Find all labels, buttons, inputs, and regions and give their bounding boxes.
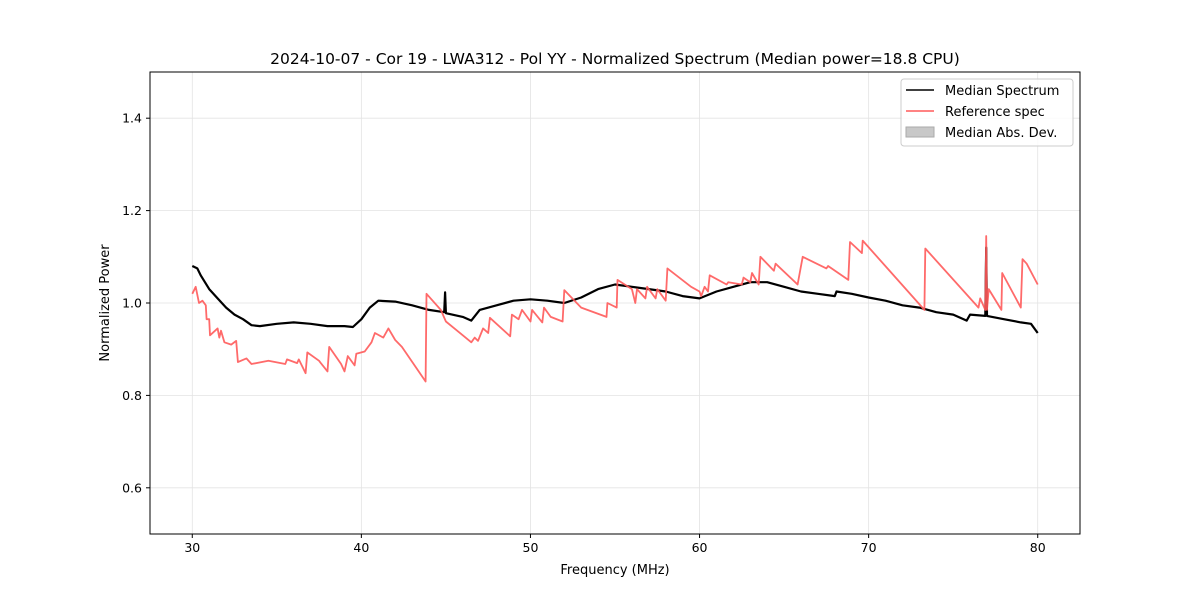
y-tick-label: 0.8 [122, 388, 142, 403]
y-tick-label: 1.2 [122, 203, 142, 218]
x-tick-label: 50 [523, 540, 539, 555]
x-axis-label: Frequency (MHz) [560, 563, 669, 578]
legend-median-label: Median Spectrum [945, 84, 1059, 99]
x-tick-label: 80 [1030, 540, 1046, 555]
legend-reference-label: Reference spec [945, 105, 1045, 120]
x-tick-label: 70 [861, 540, 877, 555]
x-tick-label: 30 [184, 540, 200, 555]
y-axis-label: Normalized Power [98, 244, 113, 362]
x-tick-label: 60 [692, 540, 708, 555]
y-tick-label: 0.6 [122, 480, 142, 495]
legend-mad-label: Median Abs. Dev. [945, 126, 1057, 141]
reference-spec-line [191, 235, 1039, 383]
series-group [191, 235, 1039, 383]
legend: Median Spectrum Reference spec Median Ab… [900, 78, 1074, 147]
y-tick-label: 1.4 [122, 111, 142, 126]
x-tick-label: 40 [353, 540, 369, 555]
chart-title: 2024-10-07 - Cor 19 - LWA312 - Pol YY - … [270, 50, 960, 68]
y-tick-label: 1.0 [122, 296, 142, 311]
legend-box [900, 78, 1074, 147]
ticks: 30 40 50 60 70 80 0.6 0.8 1.0 1.2 1.4 [122, 111, 1046, 555]
legend-mad-swatch [905, 126, 935, 138]
